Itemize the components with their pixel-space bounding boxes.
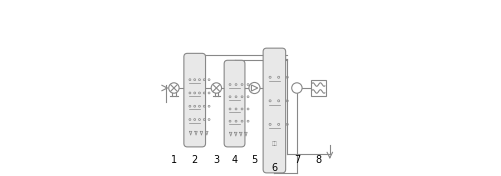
Text: 3: 3 (213, 155, 219, 165)
Circle shape (211, 83, 221, 93)
Circle shape (291, 83, 302, 93)
FancyBboxPatch shape (224, 60, 244, 147)
FancyBboxPatch shape (183, 53, 205, 147)
Text: 5: 5 (251, 155, 257, 165)
Text: 7: 7 (293, 155, 300, 165)
Circle shape (248, 83, 260, 93)
Text: 吸收: 吸收 (271, 141, 277, 146)
Text: 8: 8 (315, 155, 321, 165)
Text: 1: 1 (170, 155, 177, 165)
Text: 2: 2 (191, 155, 197, 165)
Text: 6: 6 (271, 163, 277, 173)
FancyBboxPatch shape (263, 48, 285, 173)
Text: 4: 4 (231, 155, 237, 165)
Circle shape (168, 83, 179, 93)
Bar (311, 80, 325, 96)
